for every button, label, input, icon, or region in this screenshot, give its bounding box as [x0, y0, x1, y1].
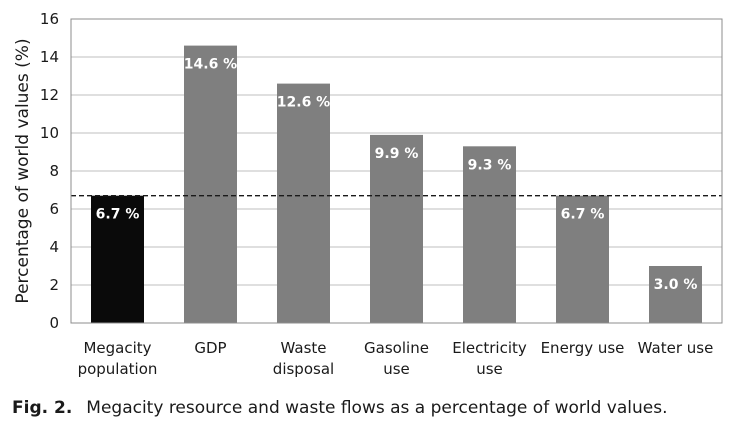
- plot-frame: [70, 18, 723, 324]
- data-label: 6.7 %: [561, 207, 605, 223]
- bar: [184, 45, 237, 323]
- category-label: GDP: [194, 339, 226, 357]
- y-axis-label: Percentage of world values (%): [13, 38, 33, 303]
- bar: [91, 195, 144, 323]
- category-label: Waste disposal: [273, 339, 334, 378]
- bar: [556, 195, 609, 323]
- bar-chart: 0 2 4 6 8 10 12 14 16 6.7 % 14.6 % 12.6 % 9.9 % 9.3 …: [13, 10, 723, 378]
- bars: [91, 45, 702, 323]
- bar: [463, 146, 516, 323]
- caption-text: Megacity resource and waste flows as a p…: [86, 398, 668, 418]
- y-tick-label: 10: [40, 124, 59, 142]
- y-tick-label: 0: [49, 314, 59, 332]
- data-labels: 6.7 % 14.6 % 12.6 % 9.9 % 9.3 % 6.7 % 3.0 %: [96, 57, 698, 293]
- y-tick-label: 4: [49, 238, 59, 256]
- y-tick-label: 8: [49, 162, 59, 180]
- bar: [370, 134, 423, 323]
- bar: [649, 266, 702, 323]
- data-label: 12.6 %: [277, 95, 330, 111]
- data-label: 6.7 %: [96, 207, 140, 223]
- y-tick-label: 12: [40, 86, 59, 104]
- y-tick-label: 16: [40, 10, 59, 28]
- data-label: 14.6 %: [184, 57, 237, 73]
- y-tick-label: 14: [40, 48, 59, 66]
- y-axis-ticks: 0 2 4 6 8 10 12 14 16: [40, 10, 59, 332]
- y-tick-label: 2: [49, 276, 59, 294]
- x-axis-categories: Megacity population GDP Waste disposal Gasoli…: [78, 339, 714, 378]
- data-label: 9.3 %: [468, 157, 512, 173]
- category-label: Gasoline use: [364, 339, 429, 378]
- data-label: 3.0 %: [654, 277, 698, 293]
- data-label: 9.9 %: [375, 146, 419, 162]
- figure-caption: Fig. 2. Megacity resource and waste flows…: [12, 398, 668, 418]
- category-label: Water use: [638, 339, 714, 357]
- y-tick-label: 6: [49, 200, 59, 218]
- bar: [277, 83, 330, 323]
- category-label: Energy use: [541, 339, 625, 357]
- category-label: Electricity use: [452, 339, 527, 378]
- figure-number: Fig. 2.: [12, 398, 73, 418]
- category-label: Megacity population: [78, 339, 158, 378]
